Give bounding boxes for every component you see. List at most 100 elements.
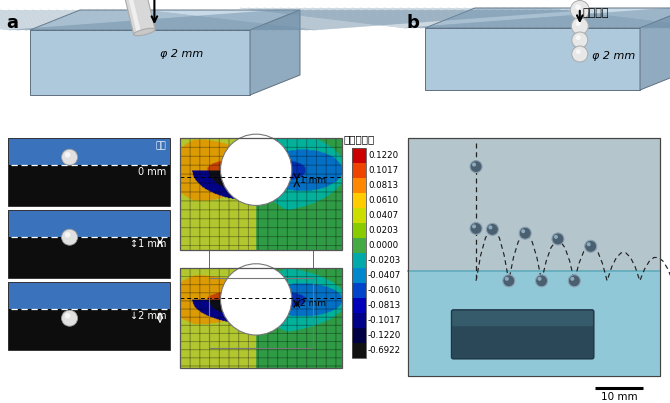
Circle shape	[535, 275, 547, 287]
Text: -0.0813: -0.0813	[368, 301, 401, 310]
Text: 自由落下: 自由落下	[583, 8, 609, 18]
Bar	[352, 148, 366, 163]
Circle shape	[62, 310, 78, 326]
Circle shape	[570, 277, 574, 281]
Circle shape	[62, 149, 78, 165]
Text: a: a	[6, 14, 18, 32]
Text: 10 mm: 10 mm	[601, 392, 637, 402]
Text: 深さ: 深さ	[155, 141, 166, 150]
Text: b: b	[407, 14, 420, 32]
Circle shape	[575, 4, 581, 10]
Circle shape	[537, 277, 541, 281]
Text: ↕1 mm: ↕1 mm	[129, 239, 166, 249]
Text: -0.1017: -0.1017	[368, 316, 401, 325]
Text: 0.0610: 0.0610	[368, 196, 398, 205]
Bar	[352, 283, 366, 298]
Circle shape	[587, 242, 591, 246]
Circle shape	[576, 49, 581, 54]
Bar	[8, 165, 170, 206]
Bar	[352, 163, 366, 178]
Circle shape	[572, 32, 588, 48]
Bar	[209, 278, 313, 348]
Text: φ 2 mm: φ 2 mm	[592, 51, 636, 61]
Text: 0.0203: 0.0203	[368, 226, 398, 235]
Text: 0.1017: 0.1017	[368, 166, 398, 175]
Circle shape	[568, 275, 580, 287]
Bar	[352, 208, 366, 223]
Bar	[8, 138, 170, 206]
Bar	[352, 328, 366, 343]
Circle shape	[585, 240, 597, 252]
Circle shape	[472, 224, 476, 229]
Text: -0.0407: -0.0407	[368, 271, 401, 280]
Text: φ 2 mm: φ 2 mm	[160, 49, 204, 59]
Circle shape	[576, 21, 581, 26]
Circle shape	[572, 17, 588, 35]
Polygon shape	[30, 30, 250, 95]
Text: 1 mm: 1 mm	[299, 176, 326, 185]
Text: 0.0000: 0.0000	[368, 241, 398, 250]
Bar	[8, 210, 170, 237]
Circle shape	[65, 313, 70, 319]
Polygon shape	[425, 28, 640, 90]
Polygon shape	[425, 8, 670, 28]
Circle shape	[505, 277, 509, 281]
Text: ↓2 mm: ↓2 mm	[129, 311, 166, 321]
Bar	[352, 238, 366, 253]
Bar	[8, 210, 170, 278]
Bar	[8, 138, 170, 165]
Circle shape	[521, 229, 525, 233]
Circle shape	[470, 160, 482, 172]
Bar	[352, 313, 366, 328]
Bar	[8, 282, 170, 309]
Bar	[180, 268, 342, 368]
Bar	[180, 138, 342, 250]
Text: 0.1220: 0.1220	[368, 151, 398, 160]
Text: -0.1220: -0.1220	[368, 331, 401, 340]
Circle shape	[554, 235, 558, 239]
Polygon shape	[116, 0, 155, 35]
Circle shape	[502, 275, 515, 287]
Text: 剪断ひずみ: 剪断ひずみ	[343, 134, 375, 144]
Circle shape	[552, 233, 564, 245]
Circle shape	[472, 162, 476, 166]
Text: 0 mm: 0 mm	[138, 167, 166, 177]
Circle shape	[220, 264, 291, 335]
FancyBboxPatch shape	[452, 310, 594, 359]
Bar	[408, 271, 660, 376]
Bar	[352, 193, 366, 208]
Bar	[352, 178, 366, 193]
Circle shape	[65, 232, 70, 238]
Circle shape	[220, 134, 291, 206]
Circle shape	[470, 222, 482, 235]
Bar	[8, 282, 170, 350]
Bar	[352, 223, 366, 238]
Circle shape	[572, 46, 588, 62]
Polygon shape	[30, 10, 300, 30]
Bar	[352, 253, 366, 268]
Polygon shape	[640, 8, 670, 90]
Circle shape	[62, 229, 78, 245]
Text: -0.0203: -0.0203	[368, 256, 401, 265]
Circle shape	[576, 35, 581, 40]
Bar	[352, 298, 366, 313]
Text: -0.0610: -0.0610	[368, 286, 401, 295]
FancyBboxPatch shape	[452, 311, 593, 326]
Text: 0.0813: 0.0813	[368, 181, 398, 190]
Bar	[352, 268, 366, 283]
Ellipse shape	[134, 28, 155, 36]
Bar	[408, 138, 660, 376]
Bar	[352, 148, 366, 358]
Bar	[408, 138, 660, 376]
Circle shape	[488, 225, 492, 229]
Circle shape	[486, 223, 498, 235]
Bar	[352, 343, 366, 358]
Text: -0.6922: -0.6922	[368, 346, 401, 355]
Bar	[8, 309, 170, 350]
Polygon shape	[119, 0, 141, 34]
Bar	[8, 237, 170, 278]
Text: 2 mm: 2 mm	[299, 299, 326, 309]
Circle shape	[570, 0, 590, 19]
Circle shape	[65, 152, 70, 158]
Text: 0.0407: 0.0407	[368, 211, 398, 220]
